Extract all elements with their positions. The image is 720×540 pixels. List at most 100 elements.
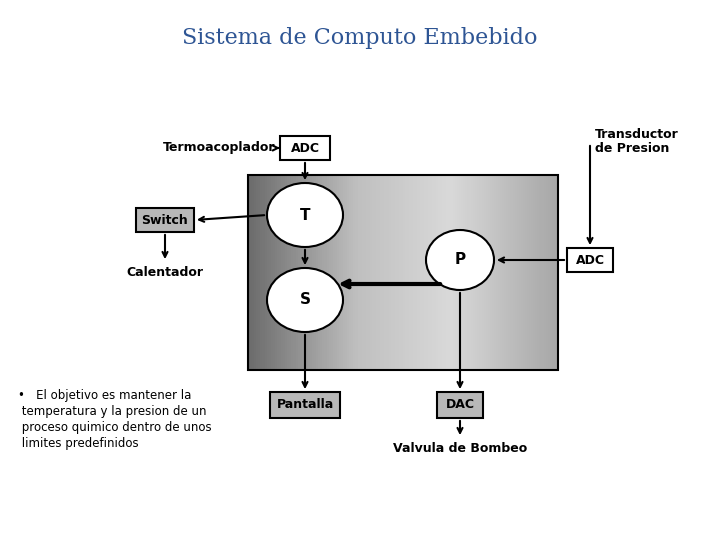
Bar: [534, 175, 536, 370]
Bar: [405, 175, 408, 370]
Bar: [337, 175, 340, 370]
Text: ADC: ADC: [575, 253, 605, 267]
Bar: [366, 175, 369, 370]
Bar: [521, 175, 523, 370]
Bar: [294, 175, 297, 370]
Bar: [454, 175, 457, 370]
Text: Valvula de Bombeo: Valvula de Bombeo: [393, 442, 527, 455]
Bar: [456, 175, 459, 370]
Bar: [504, 175, 507, 370]
Text: proceso quimico dentro de unos: proceso quimico dentro de unos: [18, 421, 212, 434]
Bar: [263, 175, 266, 370]
Text: S: S: [300, 293, 310, 307]
Bar: [279, 175, 282, 370]
Bar: [136, 208, 194, 232]
Bar: [320, 175, 323, 370]
Bar: [467, 175, 470, 370]
Bar: [539, 175, 542, 370]
Bar: [506, 175, 509, 370]
Bar: [546, 175, 549, 370]
Bar: [349, 175, 352, 370]
Bar: [389, 175, 392, 370]
Bar: [541, 175, 544, 370]
Bar: [440, 175, 443, 370]
Bar: [328, 175, 331, 370]
Bar: [250, 175, 253, 370]
Bar: [368, 175, 371, 370]
Bar: [275, 175, 278, 370]
Bar: [292, 175, 294, 370]
Bar: [330, 175, 333, 370]
Bar: [517, 175, 520, 370]
Bar: [374, 175, 377, 370]
Bar: [397, 175, 400, 370]
Bar: [356, 175, 359, 370]
Text: P: P: [454, 253, 466, 267]
Bar: [434, 175, 437, 370]
Bar: [270, 392, 340, 418]
Bar: [271, 175, 274, 370]
Bar: [399, 175, 402, 370]
Bar: [529, 175, 532, 370]
Bar: [469, 175, 472, 370]
Bar: [480, 175, 482, 370]
Bar: [283, 175, 286, 370]
Bar: [308, 175, 311, 370]
Bar: [475, 175, 478, 370]
Bar: [492, 175, 495, 370]
Bar: [264, 175, 267, 370]
Bar: [300, 175, 302, 370]
Bar: [498, 175, 501, 370]
Bar: [544, 175, 546, 370]
Bar: [297, 175, 300, 370]
Bar: [437, 392, 483, 418]
Bar: [453, 175, 456, 370]
Bar: [430, 175, 433, 370]
Bar: [422, 175, 425, 370]
Bar: [370, 175, 373, 370]
Bar: [487, 175, 490, 370]
Bar: [273, 175, 276, 370]
Bar: [411, 175, 414, 370]
Bar: [395, 175, 397, 370]
Bar: [401, 175, 404, 370]
Bar: [482, 175, 485, 370]
Bar: [436, 175, 439, 370]
Bar: [351, 175, 354, 370]
Bar: [254, 175, 257, 370]
Bar: [413, 175, 416, 370]
Bar: [567, 248, 613, 272]
Bar: [418, 175, 420, 370]
Bar: [550, 175, 553, 370]
Bar: [513, 175, 516, 370]
Bar: [465, 175, 468, 370]
Text: DAC: DAC: [446, 399, 474, 411]
Bar: [280, 136, 330, 160]
Bar: [345, 175, 348, 370]
Bar: [554, 175, 557, 370]
Bar: [382, 175, 385, 370]
Bar: [306, 175, 309, 370]
Text: T: T: [300, 207, 310, 222]
Bar: [347, 175, 350, 370]
Bar: [510, 175, 513, 370]
Bar: [318, 175, 321, 370]
Bar: [256, 175, 259, 370]
Bar: [372, 175, 375, 370]
Bar: [269, 175, 271, 370]
Bar: [407, 175, 410, 370]
Bar: [548, 175, 551, 370]
Bar: [409, 175, 412, 370]
Bar: [449, 175, 451, 370]
Bar: [484, 175, 487, 370]
Bar: [391, 175, 393, 370]
Bar: [432, 175, 435, 370]
Bar: [266, 175, 269, 370]
Bar: [327, 175, 329, 370]
Bar: [295, 175, 298, 370]
Bar: [537, 175, 540, 370]
Bar: [287, 175, 290, 370]
Bar: [494, 175, 497, 370]
Bar: [261, 175, 264, 370]
Bar: [304, 175, 307, 370]
